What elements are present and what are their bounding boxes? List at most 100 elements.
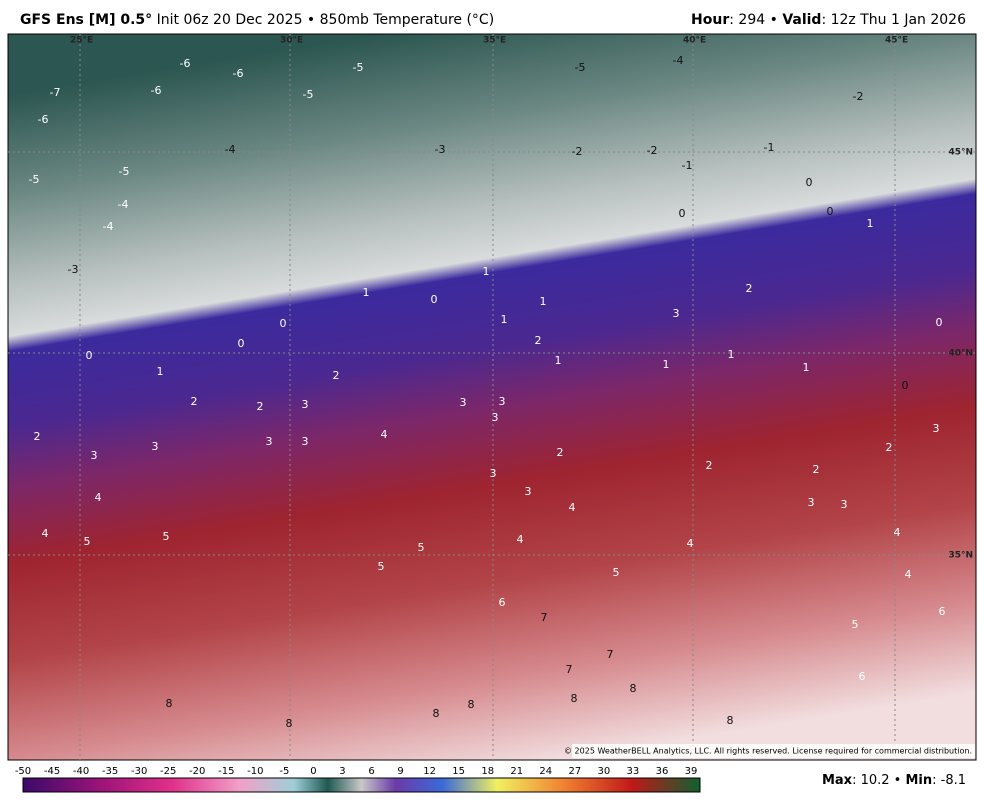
contour-label: -7 <box>50 86 61 99</box>
contour-label: 8 <box>630 682 637 695</box>
contour-label: 5 <box>163 530 170 543</box>
contour-label: 1 <box>728 348 735 361</box>
contour-label: -2 <box>647 144 658 157</box>
contour-label: -5 <box>353 61 364 74</box>
contour-label: 0 <box>827 205 834 218</box>
colorbar-tick-label: 36 <box>656 766 669 777</box>
colorbar-tick-label: 24 <box>539 766 552 777</box>
contour-label: 8 <box>433 707 440 720</box>
longitude-label: 40°E <box>683 36 706 46</box>
colorbar-tick-label: -50 <box>15 766 31 777</box>
contour-label: 2 <box>746 282 753 295</box>
header-part: : 10.2 • <box>852 773 905 788</box>
contour-label: -2 <box>853 90 864 103</box>
contour-label: 0 <box>936 316 943 329</box>
colorbar-tick-label: -45 <box>44 766 60 777</box>
contour-label: -4 <box>118 198 129 211</box>
contour-label: -6 <box>38 113 49 126</box>
header-part: Init 06z 20 Dec 2025 • 850mb Temperature… <box>152 12 494 28</box>
contour-label: 3 <box>808 496 815 509</box>
contour-label: 0 <box>679 207 686 220</box>
contour-label: 2 <box>886 441 893 454</box>
colorbar-tick-label: -35 <box>102 766 118 777</box>
contour-label: 3 <box>266 435 273 448</box>
colorbar-tick-label: 9 <box>397 766 403 777</box>
contour-label: 1 <box>555 354 562 367</box>
contour-label: 2 <box>257 400 264 413</box>
longitude-label: 25°E <box>70 36 93 46</box>
colorbar-tick-label: -25 <box>160 766 176 777</box>
contour-label: -1 <box>682 159 693 172</box>
contour-label: 1 <box>157 365 164 378</box>
latitude-label: 40°N <box>948 349 973 359</box>
contour-label: 5 <box>378 560 385 573</box>
header-part: GFS Ens [M] 0.5° <box>20 12 152 28</box>
contour-label: 4 <box>687 537 694 550</box>
colorbar-tick-label: 3 <box>339 766 345 777</box>
contour-label: 6 <box>939 605 946 618</box>
contour-label: 3 <box>302 398 309 411</box>
contour-label: 2 <box>333 369 340 382</box>
contour-label: 4 <box>42 527 49 540</box>
contour-label: -5 <box>575 61 586 74</box>
header-part: : 12z Thu 1 Jan 2026 <box>821 12 966 28</box>
contour-label: 0 <box>902 379 909 392</box>
colorbar-tick-label: -15 <box>218 766 234 777</box>
contour-label: 3 <box>302 435 309 448</box>
contour-label: 3 <box>492 411 499 424</box>
header-part: : -8.1 <box>932 773 966 788</box>
colorbar-tick-label: -40 <box>73 766 89 777</box>
colorbar-tick-label: 15 <box>452 766 465 777</box>
contour-label: 0 <box>86 349 93 362</box>
contour-label: -5 <box>303 88 314 101</box>
contour-label: 3 <box>933 422 940 435</box>
header-part: : 294 • <box>729 12 782 28</box>
contour-label: 1 <box>540 295 547 308</box>
contour-label: 5 <box>418 541 425 554</box>
contour-label: 1 <box>483 265 490 278</box>
colorbar-tick-label: -20 <box>189 766 205 777</box>
contour-label: 4 <box>894 526 901 539</box>
contour-label: 3 <box>490 467 497 480</box>
contour-label: 7 <box>607 648 614 661</box>
contour-label: -5 <box>119 165 130 178</box>
contour-label: 5 <box>84 535 91 548</box>
header-part: Max <box>822 773 853 788</box>
header-part: Hour <box>691 12 729 28</box>
contour-label: 3 <box>525 485 532 498</box>
colorbar-tick-label: 0 <box>310 766 316 777</box>
contour-label: -4 <box>673 54 684 67</box>
colorbar-ticks: -50 -45 -40 -35 -30 -25 -20 -15 -10 -5 0 3 6 9 12 15 18 2… <box>15 766 698 777</box>
header-part: Min <box>905 773 932 788</box>
contour-label: 3 <box>152 440 159 453</box>
contour-label: -3 <box>68 263 79 276</box>
contour-label: 3 <box>460 396 467 409</box>
contour-label: 4 <box>95 491 102 504</box>
contour-label: 0 <box>238 337 245 350</box>
contour-label: 7 <box>566 663 573 676</box>
latitude-label: 35°N <box>948 551 973 561</box>
contour-label: -1 <box>764 141 775 154</box>
contour-label: 8 <box>166 697 173 710</box>
contour-label: 8 <box>727 714 734 727</box>
contour-label: 8 <box>571 692 578 705</box>
contour-label: 7 <box>541 611 548 624</box>
contour-label: -4 <box>103 220 114 233</box>
contour-label: 0 <box>431 293 438 306</box>
contour-label: 3 <box>673 307 680 320</box>
contour-label: 0 <box>280 317 287 330</box>
contour-label: -6 <box>233 67 244 80</box>
contour-label: 2 <box>706 459 713 472</box>
contour-label: -2 <box>572 145 583 158</box>
contour-label: 6 <box>499 596 506 609</box>
contour-label: 4 <box>381 428 388 441</box>
contour-label: 2 <box>535 334 542 347</box>
contour-labels: -7 -6 -6 -6 -6 -5 -5 -5 -5 -5 -4 -4 -4 -4 -3 -3 -2 -2 -2 -1… <box>29 54 946 730</box>
colorbar-tick-label: 12 <box>423 766 436 777</box>
copyright: © 2025 WeatherBELL Analytics, LLC. All r… <box>564 747 972 756</box>
colorbar-tick-label: -10 <box>247 766 263 777</box>
colorbar-tick-label: 21 <box>510 766 523 777</box>
contour-label: 2 <box>191 395 198 408</box>
colorbar <box>22 777 701 793</box>
